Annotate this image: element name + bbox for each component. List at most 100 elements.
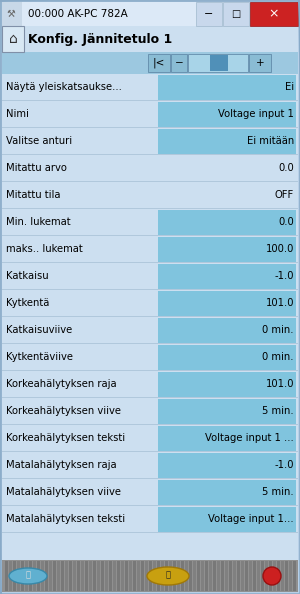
Bar [133,561,136,591]
Bar [113,561,116,591]
Bar [117,561,120,591]
Bar [105,561,108,591]
Bar [257,561,260,591]
Text: Matalahälytyksen raja: Matalahälytyksen raja [6,460,117,470]
Bar [158,426,296,451]
Text: Voltage input 1...: Voltage input 1... [208,514,294,524]
Text: Ei: Ei [285,82,294,92]
Ellipse shape [147,567,189,585]
Text: Valitse anturi: Valitse anturi [6,136,72,146]
Bar [177,561,180,591]
Bar [158,102,296,127]
Bar [2,370,298,371]
Bar [29,561,32,591]
Bar [193,561,196,591]
Text: 🔧: 🔧 [26,570,31,580]
Bar [293,561,296,591]
Text: −: − [175,58,183,68]
Bar [197,561,200,591]
Text: Korkeahälytyksen viive: Korkeahälytyksen viive [6,406,121,416]
Bar [2,52,298,74]
Ellipse shape [9,568,47,584]
Bar [2,560,298,592]
Bar [2,2,22,26]
Bar [2,2,298,26]
Bar [161,561,164,591]
Text: Korkeahälytyksen raja: Korkeahälytyksen raja [6,379,117,389]
Bar [185,561,188,591]
Text: 0.0: 0.0 [278,217,294,227]
Text: Ei mitään: Ei mitään [247,136,294,146]
Text: Mitattu tila: Mitattu tila [6,190,61,200]
Text: 5 min.: 5 min. [262,406,294,416]
Bar [2,505,298,506]
Bar [2,182,298,209]
Bar [2,478,298,479]
Bar [41,561,44,591]
Bar [273,561,276,591]
Bar [201,561,204,591]
Text: |<: |< [153,58,165,68]
Bar [2,397,298,398]
Bar [158,372,296,397]
Text: Min. lukemat: Min. lukemat [6,217,70,227]
Bar [49,561,52,591]
Bar [245,561,248,591]
Bar [2,181,298,182]
Text: Voltage input 1: Voltage input 1 [218,109,294,119]
Bar [77,561,80,591]
Bar [101,561,104,591]
Bar [61,561,64,591]
Bar [241,561,244,591]
Text: Näytä yleiskatsaukse...: Näytä yleiskatsaukse... [6,82,122,92]
Bar [2,317,298,344]
Bar [89,561,92,591]
Bar [158,210,296,235]
Text: ×: × [269,8,279,21]
Bar [65,561,68,591]
Bar [158,399,296,424]
Bar [173,561,176,591]
Text: maks.. lukemat: maks.. lukemat [6,244,83,254]
Text: □: □ [231,9,241,19]
Bar [2,344,298,371]
Text: 100.0: 100.0 [266,244,294,254]
Text: Kytkentä: Kytkentä [6,298,50,308]
Bar [45,561,48,591]
Bar [181,561,184,591]
Text: 0.0: 0.0 [278,163,294,173]
Bar [229,561,232,591]
Bar [225,561,228,591]
Bar [289,561,292,591]
Bar [2,263,298,290]
Bar [205,561,208,591]
Text: Mitattu arvo: Mitattu arvo [6,163,67,173]
Bar [141,561,144,591]
Bar [33,561,36,591]
Bar [2,26,298,52]
Bar [265,561,268,591]
Bar [93,561,96,591]
Text: Matalahälytyksen teksti: Matalahälytyksen teksti [6,514,125,524]
Bar [2,290,298,317]
Text: −: − [204,9,214,19]
Text: 101.0: 101.0 [266,298,294,308]
Bar [37,561,40,591]
Bar [210,55,228,71]
Text: 0 min.: 0 min. [262,352,294,362]
Bar [9,561,12,591]
Bar [158,507,296,532]
Bar [2,235,298,236]
Bar [2,452,298,479]
Text: Korkeahälytyksen teksti: Korkeahälytyksen teksti [6,433,125,443]
Bar [2,154,298,155]
Bar [2,236,298,263]
Bar [2,316,298,317]
Text: Konfig. Jännitetulo 1: Konfig. Jännitetulo 1 [28,33,172,46]
Bar [2,479,298,506]
Text: -1.0: -1.0 [274,460,294,470]
Bar [2,74,298,101]
Bar [285,561,288,591]
Text: ⌂: ⌂ [9,32,17,46]
Bar [158,345,296,370]
